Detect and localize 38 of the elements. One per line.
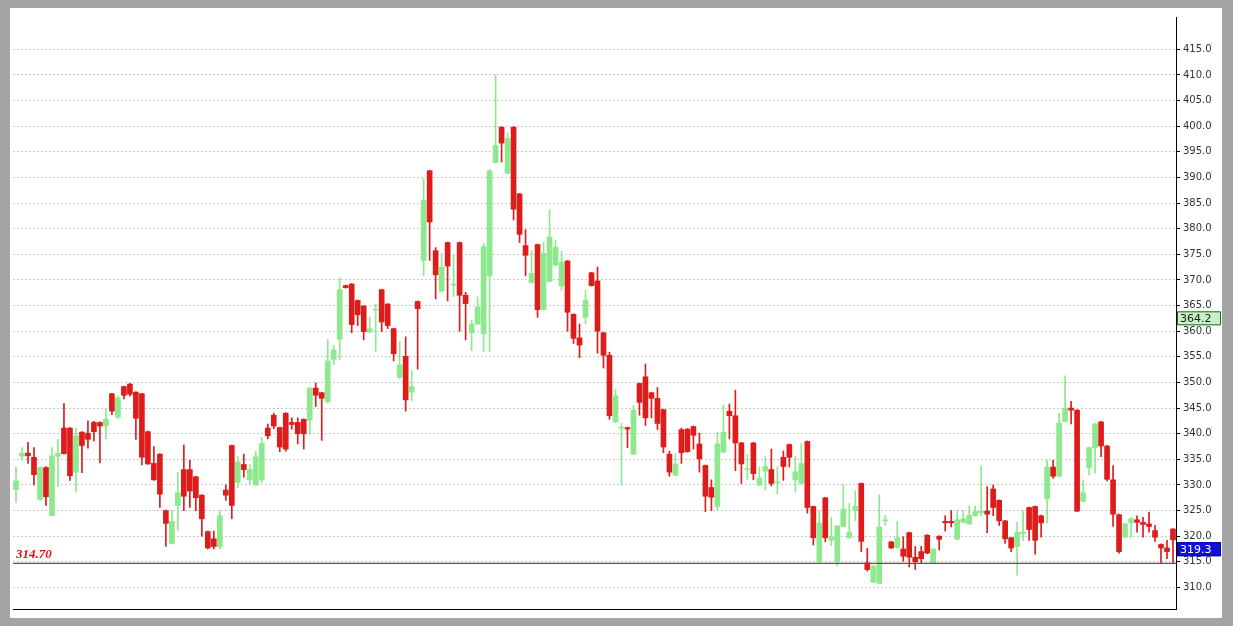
y-tick-label: 405.0 — [1183, 94, 1212, 106]
y-tick-label: 320.0 — [1183, 529, 1212, 541]
y-tick-label: 370.0 — [1183, 273, 1212, 285]
candlestick — [103, 408, 109, 440]
y-tick-label: 325.0 — [1183, 504, 1212, 516]
candlestick — [175, 472, 181, 531]
y-tick-label: 380.0 — [1183, 222, 1212, 234]
y-tick-label: 315.0 — [1183, 555, 1212, 567]
y-tick-label: 415.0 — [1183, 42, 1212, 54]
candlestick — [19, 447, 25, 461]
candlestick — [846, 503, 853, 539]
candlestick — [372, 303, 379, 352]
y-tick-label: 360.0 — [1183, 324, 1212, 336]
y-tick-label: 375.0 — [1183, 247, 1212, 259]
candlestick — [1158, 543, 1164, 564]
y-tick-label: 310.0 — [1183, 581, 1212, 593]
y-tick-label: 395.0 — [1183, 145, 1212, 157]
text: 364.2 — [1180, 311, 1212, 325]
candlestick — [240, 453, 247, 478]
y-tick-label: 385.0 — [1183, 196, 1212, 208]
y-tick-label: 350.0 — [1183, 376, 1212, 388]
y-tick-label: 345.0 — [1183, 401, 1212, 413]
candlestick — [1164, 539, 1170, 560]
y-tick-label: 400.0 — [1183, 119, 1212, 131]
candlestick — [852, 490, 859, 522]
y-tick-label: 355.0 — [1183, 350, 1212, 362]
ref-line-label: 314.70 — [15, 546, 53, 562]
y-tick-label: 340.0 — [1183, 427, 1212, 439]
y-tick-label: 390.0 — [1183, 171, 1212, 183]
text: 319.3 — [1180, 542, 1212, 556]
candlestick — [13, 466, 19, 503]
y-tick-label: 410.0 — [1183, 68, 1212, 80]
candlestick — [1128, 516, 1134, 538]
y-tick-label: 330.0 — [1183, 478, 1212, 490]
y-tick-label: 335.0 — [1183, 452, 1212, 464]
y-tick-label: 365.0 — [1183, 299, 1212, 311]
candlestick — [25, 442, 31, 464]
candlestick — [984, 486, 990, 533]
